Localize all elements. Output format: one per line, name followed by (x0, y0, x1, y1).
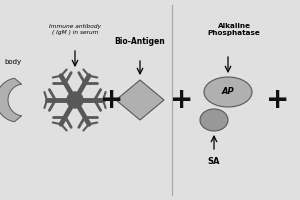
Text: +: + (266, 86, 290, 114)
Ellipse shape (200, 109, 228, 131)
Polygon shape (116, 80, 164, 120)
Text: +: + (170, 86, 194, 114)
Text: AP: AP (222, 88, 234, 97)
Text: SA: SA (208, 158, 220, 166)
Ellipse shape (204, 77, 252, 107)
Text: body: body (4, 59, 21, 65)
Text: Bio-Antigen: Bio-Antigen (115, 38, 165, 46)
Text: Alkaline
Phosphatase: Alkaline Phosphatase (208, 23, 260, 36)
Text: Immune antibody
( IgM ) in serum: Immune antibody ( IgM ) in serum (49, 24, 101, 35)
Circle shape (67, 92, 83, 108)
Text: +: + (100, 86, 124, 114)
Polygon shape (0, 78, 22, 122)
